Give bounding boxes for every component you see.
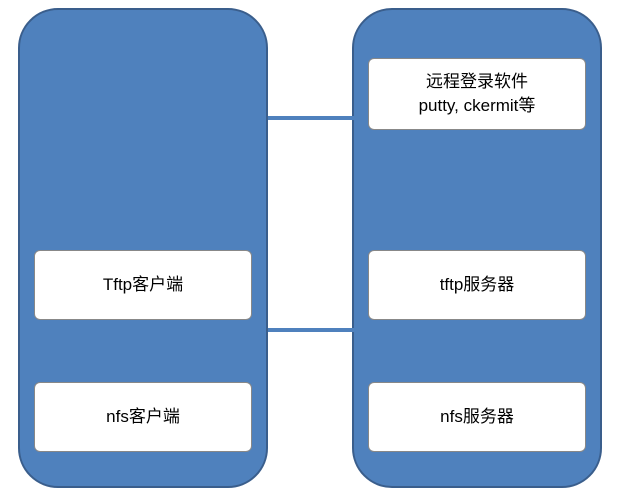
nfs-client-label: nfs客户端	[106, 405, 180, 429]
nfs-server-box: nfs服务器	[368, 382, 586, 452]
remote-login-box: 远程登录软件 putty, ckermit等	[368, 58, 586, 130]
tftp-client-box: Tftp客户端	[34, 250, 252, 320]
remote-login-label-1: 远程登录软件	[426, 70, 528, 94]
connector-top	[268, 116, 354, 120]
left-container: Tftp客户端 nfs客户端	[18, 8, 268, 488]
remote-login-label-2: putty, ckermit等	[419, 94, 536, 118]
tftp-server-box: tftp服务器	[368, 250, 586, 320]
nfs-server-label: nfs服务器	[440, 405, 514, 429]
tftp-client-label: Tftp客户端	[103, 273, 183, 297]
tftp-server-label: tftp服务器	[440, 273, 515, 297]
right-container: 远程登录软件 putty, ckermit等 tftp服务器 nfs服务器	[352, 8, 602, 488]
connector-bottom	[268, 328, 354, 332]
nfs-client-box: nfs客户端	[34, 382, 252, 452]
